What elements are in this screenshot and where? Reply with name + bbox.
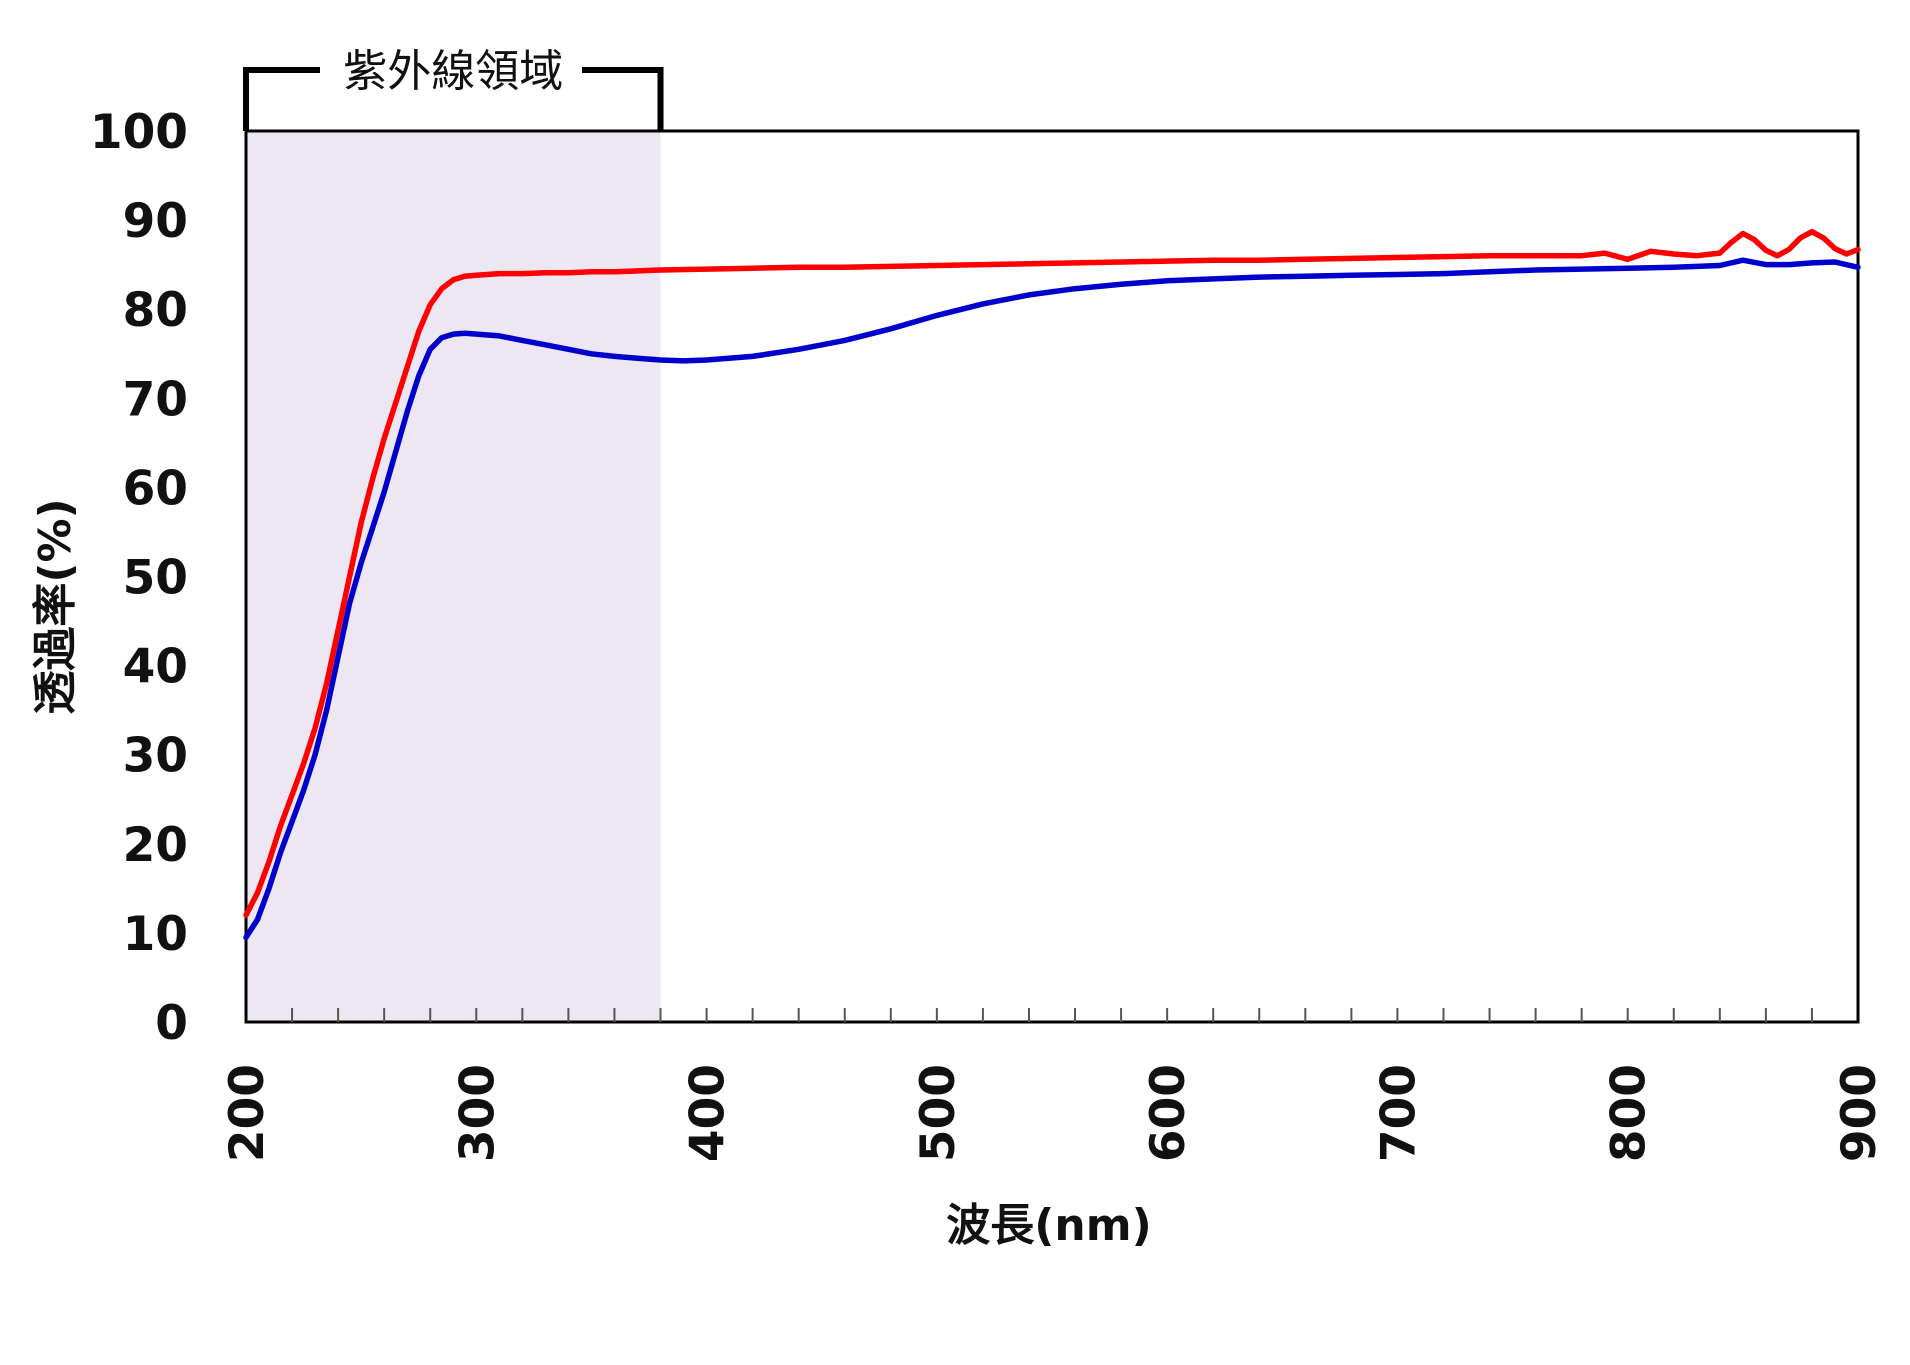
y-tick-label: 60 — [123, 461, 188, 516]
y-tick-label: 30 — [123, 729, 188, 784]
x-tick-label: 600 — [1141, 1064, 1196, 1162]
y-tick-label: 100 — [90, 105, 188, 160]
y-tick-labels: 0 10 20 30 40 50 60 70 80 90 100 — [90, 105, 188, 1051]
x-axis-title: 波長(nm) — [946, 1200, 1151, 1251]
series-line-blue — [243, 257, 1861, 941]
y-tick-label: 0 — [155, 996, 188, 1051]
series-line-red — [243, 228, 1861, 918]
y-tick-label: 10 — [123, 907, 188, 962]
x-tick-label: 700 — [1371, 1064, 1426, 1162]
x-tick-label: 900 — [1832, 1064, 1887, 1162]
x-tick-label: 300 — [450, 1064, 505, 1162]
x-tick-label: 500 — [911, 1064, 966, 1162]
x-minor-ticks — [291, 1008, 1813, 1022]
y-tick-label: 90 — [123, 194, 188, 249]
y-axis-title: 透過率(%) — [30, 498, 81, 714]
y-tick-label: 50 — [123, 551, 188, 606]
uv-region-band — [246, 131, 661, 1022]
plot-area-frame — [244, 129, 1860, 1024]
uv-region-label: 紫外線領域 — [343, 46, 563, 97]
x-tick-label: 400 — [681, 1064, 736, 1162]
uv-region-bracket — [243, 67, 664, 131]
x-tick-label: 200 — [220, 1064, 275, 1162]
x-tick-labels: 200 300 400 500 600 700 800 900 — [220, 1064, 1887, 1162]
y-tick-label: 70 — [123, 372, 188, 427]
y-tick-label: 20 — [123, 818, 188, 873]
y-tick-label: 40 — [123, 640, 188, 695]
x-tick-label: 800 — [1602, 1064, 1657, 1162]
y-tick-label: 80 — [123, 283, 188, 338]
series-lines — [243, 228, 1861, 941]
